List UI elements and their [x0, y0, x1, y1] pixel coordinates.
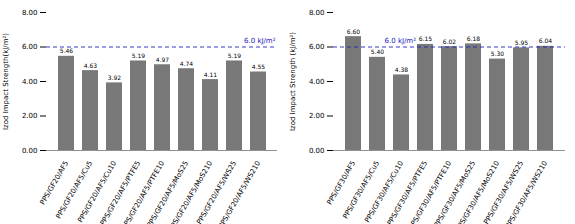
svg-text:5.30: 5.30	[491, 50, 505, 57]
svg-text:4.63: 4.63	[84, 62, 98, 69]
svg-text:0.00: 0.00	[309, 147, 325, 155]
svg-text:6.02: 6.02	[443, 38, 457, 45]
svg-text:4.11: 4.11	[204, 71, 218, 78]
svg-text:3.92: 3.92	[108, 74, 122, 81]
svg-text:PPS/GF30/AF5/Cu5: PPS/GF30/AF5/Cu5	[341, 159, 382, 221]
svg-text:2.00: 2.00	[309, 112, 325, 120]
svg-text:6.04: 6.04	[539, 37, 553, 44]
svg-text:5.46: 5.46	[60, 47, 74, 54]
svg-text:PPS/GF20/AF5: PPS/GF20/AF5	[38, 159, 71, 207]
svg-text:2.00: 2.00	[22, 112, 38, 120]
svg-text:5.19: 5.19	[228, 52, 242, 59]
svg-text:6.0 kJ/m²: 6.0 kJ/m²	[244, 37, 276, 45]
svg-text:PPS/GF30/AF5/WS210: PPS/GF30/AF5/WS210	[504, 160, 549, 224]
svg-text:5.95: 5.95	[515, 39, 529, 46]
svg-text:6.0 kJ/m²: 6.0 kJ/m²	[385, 37, 417, 45]
svg-text:6.00: 6.00	[22, 43, 38, 51]
svg-text:Izod Impact Strength(kJ/m²): Izod Impact Strength(kJ/m²)	[2, 33, 10, 130]
svg-text:6.00: 6.00	[309, 43, 325, 51]
svg-text:4.97: 4.97	[156, 56, 170, 63]
svg-text:8.00: 8.00	[309, 9, 325, 17]
svg-text:4.38: 4.38	[395, 66, 409, 73]
svg-text:5.19: 5.19	[132, 52, 146, 59]
svg-text:8.00: 8.00	[22, 9, 38, 17]
svg-text:6.18: 6.18	[467, 35, 481, 42]
svg-text:0.00: 0.00	[22, 147, 38, 155]
svg-text:6.60: 6.60	[347, 28, 361, 35]
svg-text:6.15: 6.15	[419, 35, 433, 42]
svg-text:PPS/GF20/AF5/Cu5: PPS/GF20/AF5/Cu5	[54, 159, 95, 221]
svg-text:4.00: 4.00	[309, 78, 325, 86]
svg-text:4.74: 4.74	[180, 60, 194, 67]
svg-text:Izod Impact Strength (kJ/m²): Izod Impact Strength (kJ/m²)	[289, 32, 297, 131]
svg-text:5.40: 5.40	[371, 48, 385, 55]
svg-text:4.00: 4.00	[22, 78, 38, 86]
svg-text:4.55: 4.55	[252, 63, 266, 70]
svg-text:PPS/GF20/AF5/WS210: PPS/GF20/AF5/WS210	[217, 160, 262, 224]
svg-text:PPS/GF30/AF5: PPS/GF30/AF5	[325, 159, 358, 207]
